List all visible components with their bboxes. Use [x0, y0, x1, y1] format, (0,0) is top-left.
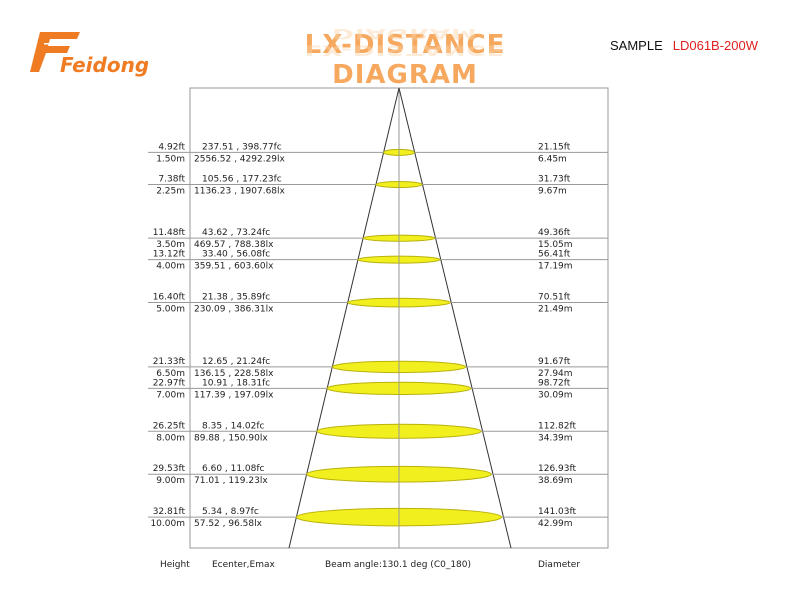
height-m-label: 7.00m: [156, 390, 185, 400]
diagram-row: 22.97ft 7.00m 10.91 , 18.31fc 117.39 , 197.…: [148, 378, 608, 400]
fc-value: 8.35 , 14.02fc: [202, 421, 265, 431]
diameter-ft-label: 112.82ft: [538, 421, 577, 431]
diagram-row: 11.48ft 3.50m 43.62 , 73.24fc 469.57 , 788.…: [148, 228, 608, 250]
height-m-label: 9.00m: [156, 476, 185, 486]
feidong-logo: Feidong: [30, 30, 148, 77]
height-m-label: 5.00m: [156, 305, 185, 315]
height-m-label: 4.00m: [156, 262, 185, 272]
height-ft-label: 16.40ft: [153, 293, 186, 303]
diameter-ft-label: 21.15ft: [538, 142, 571, 152]
lx-value: 71.01 , 119.23lx: [194, 476, 268, 486]
height-m-label: 1.50m: [156, 154, 185, 164]
diameter-ft-label: 98.72ft: [538, 378, 571, 388]
fc-value: 10.91 , 18.31fc: [202, 378, 270, 388]
lx-value: 57.52 , 96.58lx: [194, 519, 263, 529]
diameter-ft-label: 91.67ft: [538, 357, 571, 367]
beam-edge-right: [398, 87, 512, 549]
lx-value: 136.15 , 228.58lx: [194, 369, 274, 379]
diameter-m-label: 21.49m: [538, 305, 573, 315]
height-ft-label: 21.33ft: [153, 357, 186, 367]
fc-value: 5.34 , 8.97fc: [202, 507, 259, 517]
footer-labels: Height Ecenter,Emax Beam angle:130.1 deg…: [160, 560, 580, 570]
fc-value: 33.40 , 56.08fc: [202, 250, 270, 260]
footer-diameter: Diameter: [538, 560, 580, 570]
diagram-row: 16.40ft 5.00m 21.38 , 35.89fc 230.09 , 386.…: [148, 293, 608, 315]
height-ft-label: 32.81ft: [153, 507, 186, 517]
footer-height: Height: [160, 560, 190, 570]
diameter-m-label: 30.09m: [538, 390, 573, 400]
logo-text: Feidong: [60, 53, 148, 77]
diameter-ft-label: 56.41ft: [538, 250, 571, 260]
diameter-m-label: 17.19m: [538, 262, 573, 272]
diagram-row: 29.53ft 9.00m 6.60 , 11.08fc 71.01 , 119.23…: [148, 464, 608, 486]
diameter-m-label: 34.39m: [538, 433, 573, 443]
height-ft-label: 7.38ft: [158, 175, 185, 185]
height-ft-label: 26.25ft: [153, 421, 186, 431]
lx-value: 230.09 , 386.31lx: [194, 305, 274, 315]
height-m-label: 3.50m: [156, 240, 185, 250]
height-ft-label: 13.12ft: [153, 250, 186, 260]
lx-value: 359.51 , 603.60lx: [194, 262, 274, 272]
diameter-m-label: 27.94m: [538, 369, 573, 379]
fc-value: 6.60 , 11.08fc: [202, 464, 265, 474]
sample-label: SAMPLE: [610, 38, 663, 53]
diameter-m-label: 9.67m: [538, 187, 567, 197]
lx-value: 1136.23 , 1907.68lx: [194, 187, 286, 197]
diameter-ft-label: 70.51ft: [538, 293, 571, 303]
page-title: LX-DISTANCE DIAGRAM: [304, 30, 506, 90]
lx-value: 2556.52 , 4292.29lx: [194, 154, 286, 164]
diameter-ft-label: 141.03ft: [538, 507, 577, 517]
lx-value: 469.57 , 788.38lx: [194, 240, 274, 250]
diameter-m-label: 38.69m: [538, 476, 573, 486]
height-m-label: 6.50m: [156, 369, 185, 379]
diameter-ft-label: 31.73ft: [538, 175, 571, 185]
fc-value: 237.51 , 398.77fc: [202, 142, 282, 152]
beam-edge-left: [288, 87, 400, 549]
diagram-row: 32.81ft 10.00m 5.34 , 8.97fc 57.52 , 96.58l…: [148, 507, 608, 529]
diagram-row: 4.92ft 1.50m 237.51 , 398.77fc 2556.52 , 42…: [148, 142, 608, 164]
diameter-ft-label: 126.93ft: [538, 464, 577, 474]
height-ft-label: 11.48ft: [153, 228, 186, 238]
diameter-m-label: 6.45m: [538, 154, 567, 164]
footer-ecenter: Ecenter,Emax: [212, 560, 275, 570]
height-ft-label: 22.97ft: [153, 378, 186, 388]
diagram-row: 7.38ft 2.25m 105.56 , 177.23fc 1136.23 , 19…: [148, 175, 608, 197]
diagram-row: 26.25ft 8.00m 8.35 , 14.02fc 89.88 , 150.90…: [148, 421, 608, 443]
diagram-row: 13.12ft 4.00m 33.40 , 56.08fc 359.51 , 603.…: [148, 250, 608, 272]
diagram-row: 21.33ft 6.50m 12.65 , 21.24fc 136.15 , 228.…: [148, 357, 608, 379]
height-ft-label: 29.53ft: [153, 464, 186, 474]
height-m-label: 8.00m: [156, 433, 185, 443]
sample-info: SAMPLE LD061B-200W: [610, 38, 758, 53]
footer-beam-angle: Beam angle:130.1 deg (C0_180): [325, 560, 471, 570]
lx-value: 89.88 , 150.90lx: [194, 433, 268, 443]
diameter-m-label: 42.99m: [538, 519, 573, 529]
fc-value: 21.38 , 35.89fc: [202, 293, 270, 303]
height-m-label: 10.00m: [150, 519, 185, 529]
fc-value: 43.62 , 73.24fc: [202, 228, 270, 238]
diameter-m-label: 15.05m: [538, 240, 573, 250]
fc-value: 12.65 , 21.24fc: [202, 357, 270, 367]
height-ft-label: 4.92ft: [158, 142, 185, 152]
diameter-ft-label: 49.36ft: [538, 228, 571, 238]
fc-value: 105.56 , 177.23fc: [202, 175, 282, 185]
model-number: LD061B-200W: [672, 38, 759, 53]
lx-value: 117.39 , 197.09lx: [194, 390, 274, 400]
height-m-label: 2.25m: [156, 187, 185, 197]
